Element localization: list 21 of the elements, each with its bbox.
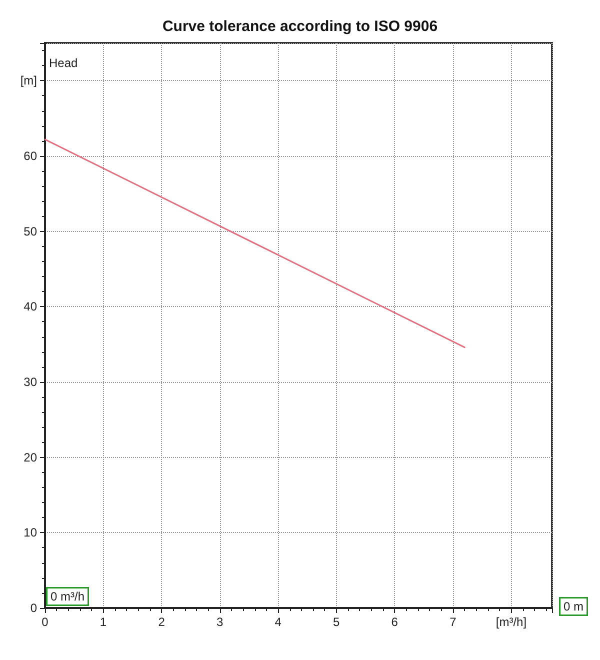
annotation: 0 m³/h	[50, 590, 85, 604]
x-tick-label: 4	[274, 615, 282, 629]
x-tick-label: 2	[158, 615, 166, 629]
y-tick-label: 40	[24, 300, 38, 314]
chart-title: Curve tolerance according to ISO 9906	[162, 18, 438, 35]
y-tick-label: 0	[30, 601, 38, 615]
x-tick-label: 6	[391, 615, 398, 629]
y-axis-title: Head	[49, 56, 78, 70]
y-tick-label: 60	[24, 149, 38, 163]
y-tick-label: 50	[24, 224, 38, 238]
x-tick-label: 0	[42, 615, 49, 629]
x-tick-label: 1	[100, 615, 107, 629]
x-tick-label: 3	[216, 615, 224, 629]
y-tick-label: 30	[24, 375, 38, 389]
x-tick-label: 7	[450, 615, 457, 629]
y-tick-label: 10	[24, 526, 38, 540]
y-tick-label: [m]	[20, 74, 37, 88]
x-tick-label: [m³/h]	[496, 615, 527, 629]
y-tick-label: 20	[24, 450, 38, 464]
x-tick-label: 5	[333, 615, 340, 629]
text: 0 m	[563, 600, 584, 614]
